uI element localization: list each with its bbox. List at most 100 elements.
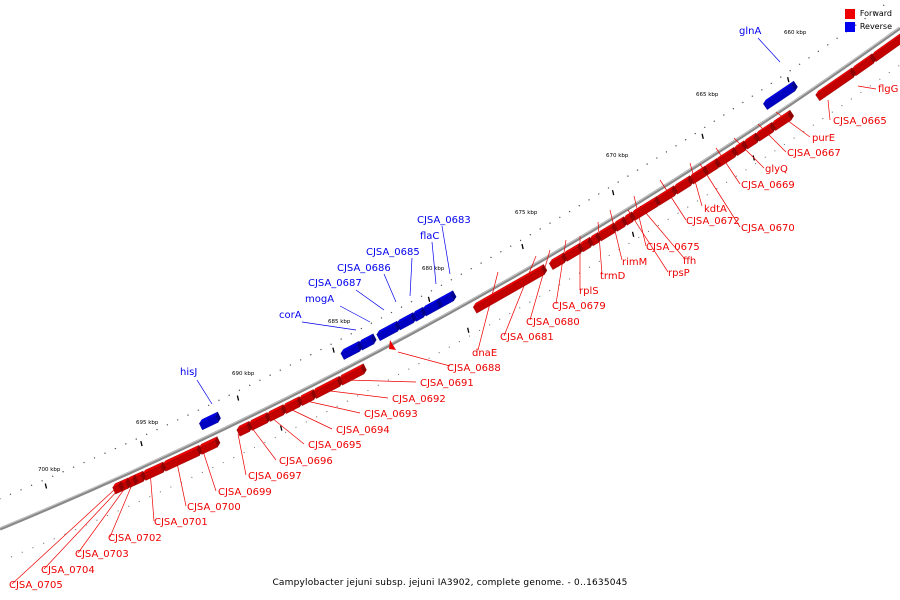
gene-label-CJSA_0669[interactable]: CJSA_0669 [741, 180, 795, 191]
legend-label-forward: Forward [859, 9, 892, 18]
gene-label-flaC[interactable]: flaC [420, 231, 439, 242]
ruler-dot [330, 343, 332, 346]
gene-CJSA_0679-19[interactable] [563, 242, 584, 262]
gene-flaC-23[interactable] [421, 297, 443, 317]
ruler-dot [357, 395, 359, 397]
gene-rimM-16[interactable] [597, 222, 618, 242]
gene-label-CJSA_0672[interactable]: CJSA_0672 [686, 216, 740, 227]
ruler-dot [346, 400, 349, 402]
gene-label-CJSA_0665[interactable]: CJSA_0665 [833, 116, 887, 127]
ruler-dot [0, 498, 1, 500]
gene-features [112, 33, 900, 495]
gene-CJSA_0697-36[interactable] [236, 420, 253, 437]
gene-CJSA_0686-25[interactable] [396, 311, 417, 331]
gene-label-CJSA_0685[interactable]: CJSA_0685 [366, 247, 420, 258]
gene-label-trmD[interactable]: trmD [600, 271, 626, 282]
ruler-dot [377, 384, 379, 386]
genome-backbone [0, 26, 900, 531]
gene-label-dnaE[interactable]: dnaE [472, 348, 497, 359]
gene-label-CJSA_0695[interactable]: CJSA_0695 [308, 440, 362, 451]
ruler-dot [755, 162, 757, 165]
leader-glyQ [733, 137, 765, 169]
ruler-dot [568, 278, 571, 280]
gene-label-CJSA_0679[interactable]: CJSA_0679 [552, 301, 606, 312]
gene-label-glnA[interactable]: glnA [739, 26, 761, 37]
gene-CJSA_0691-30[interactable] [338, 363, 367, 386]
gene-label-flgG[interactable]: flgG [878, 84, 898, 95]
gene-label-CJSA_0701[interactable]: CJSA_0701 [154, 517, 208, 528]
ruler-dot [519, 239, 522, 242]
ruler-dot [888, 71, 890, 74]
leader-CJSA_0685 [409, 257, 413, 297]
gene-label-mogA[interactable]: mogA [305, 294, 334, 305]
gene-label-CJSA_0691[interactable]: CJSA_0691 [420, 378, 474, 389]
gene-label-CJSA_0694[interactable]: CJSA_0694 [336, 425, 390, 436]
gene-label-CJSA_0697[interactable]: CJSA_0697 [248, 471, 302, 482]
gene-CJSA_0692-31[interactable] [312, 375, 343, 399]
gene-label-CJSA_0699[interactable]: CJSA_0699 [218, 487, 272, 498]
ruler-label-670: 670 kbp [606, 153, 629, 159]
gene-label-rimM[interactable]: rimM [622, 257, 647, 268]
gene-CJSA_0693-32[interactable] [298, 388, 317, 406]
leader-trmD [597, 221, 603, 275]
gene-label-CJSA_0704[interactable]: CJSA_0704 [41, 565, 95, 576]
gene-CJSA_0680-20[interactable] [549, 252, 568, 270]
gene-dnaE-21[interactable] [472, 264, 548, 314]
gene-label-glyQ[interactable]: glyQ [765, 164, 788, 175]
gene-glnA-0[interactable] [763, 80, 798, 110]
leader-CJSA_0679 [555, 239, 567, 305]
gene-label-kdtA[interactable]: kdtA [704, 204, 727, 215]
gene-label-rpsP[interactable]: rpsP [668, 268, 690, 279]
gene-label-CJSA_0681[interactable]: CJSA_0681 [500, 332, 554, 343]
gene-marker-CJSA_0688[interactable] [389, 340, 396, 350]
ruler-dot [360, 327, 363, 330]
ruler-dot [687, 206, 689, 208]
gene-label-CJSA_0702[interactable]: CJSA_0702 [108, 533, 162, 544]
gene-corA-28[interactable] [340, 340, 363, 360]
genome-backbone-highlight [0, 26, 900, 529]
gene-label-CJSA_0683[interactable]: CJSA_0683 [417, 215, 471, 226]
ruler-dot [438, 352, 440, 354]
ruler-dot [41, 480, 43, 482]
gene-label-CJSA_0667[interactable]: CJSA_0667 [787, 148, 841, 159]
ruler-dot [187, 414, 189, 416]
ruler-dot [336, 405, 338, 408]
ruler-dot [638, 236, 640, 239]
ruler-dot [380, 317, 383, 319]
gene-label-CJSA_0675[interactable]: CJSA_0675 [646, 242, 700, 253]
gene-label-CJSA_0700[interactable]: CJSA_0700 [187, 502, 241, 513]
gene-label-CJSA_0705[interactable]: CJSA_0705 [9, 580, 63, 591]
ruler-dot [745, 169, 747, 171]
gene-label-purE[interactable]: purE [812, 133, 835, 144]
ruler-label-685: 685 kbp [328, 319, 351, 325]
gene-label-CJSA_0680[interactable]: CJSA_0680 [526, 317, 580, 328]
gene-label-CJSA_0688[interactable]: CJSA_0688 [447, 363, 501, 374]
gene-label-CJSA_0703[interactable]: CJSA_0703 [75, 549, 129, 560]
ruler-dot [761, 89, 763, 91]
gene-CJSA_0675-13[interactable] [631, 196, 661, 221]
ruler-label-660: 660 kbp [784, 30, 807, 36]
leader-CJSA_0696 [251, 427, 277, 461]
gene-hisJ-29[interactable] [198, 411, 221, 431]
gene-CJSA_0705-43[interactable] [112, 480, 125, 495]
gene-label-CJSA_0696[interactable]: CJSA_0696 [279, 456, 333, 467]
gene-label-ffh[interactable]: ffh [683, 256, 696, 267]
gene-label-hisJ[interactable]: hisJ [180, 367, 197, 378]
gene-label-CJSA_0692[interactable]: CJSA_0692 [392, 394, 446, 405]
gene-label-CJSA_0686[interactable]: CJSA_0686 [337, 263, 391, 274]
gene-label-corA[interactable]: corA [279, 310, 302, 321]
gene-CJSA_0694-33[interactable] [282, 395, 303, 414]
gene-flgG-2[interactable] [851, 53, 877, 77]
gene-CJSA_0670-10[interactable] [689, 165, 709, 185]
gene-label-CJSA_0693[interactable]: CJSA_0693 [364, 409, 418, 420]
gene-CJSA_0687-26[interactable] [376, 320, 401, 342]
gene-CJSA_0695-34[interactable] [266, 403, 287, 422]
leader-flgG [857, 85, 877, 90]
gene-label-rplS[interactable]: rplS [579, 286, 599, 297]
gene-purE-4[interactable] [771, 109, 795, 131]
ruler-dot [440, 284, 443, 287]
gene-CJSA_0665-3[interactable] [815, 67, 857, 102]
gene-label-CJSA_0687[interactable]: CJSA_0687 [308, 278, 362, 289]
ruler-dot [201, 471, 203, 474]
gene-label-CJSA_0670[interactable]: CJSA_0670 [741, 223, 795, 234]
